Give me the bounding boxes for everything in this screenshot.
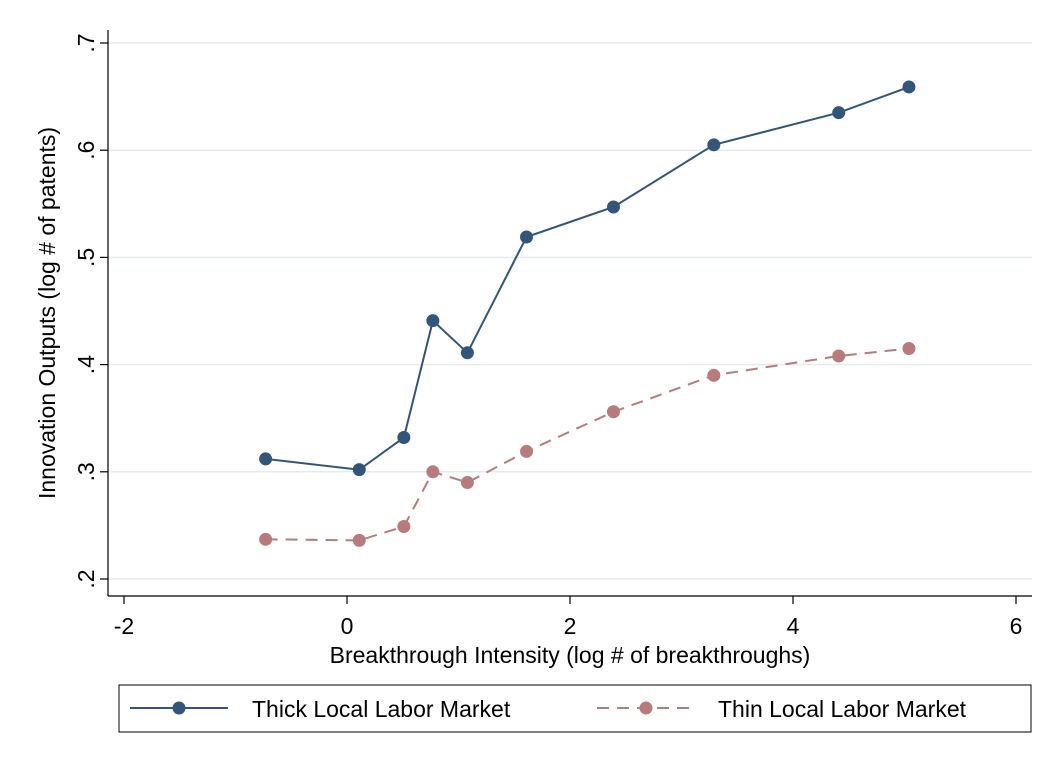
series-line-thick	[265, 86, 910, 471]
data-point-thin	[707, 368, 721, 382]
data-point-thick	[460, 346, 474, 360]
data-point-thin	[606, 405, 620, 419]
data-point-thick	[397, 430, 411, 444]
data-point-thin	[520, 444, 534, 458]
y-tick-label: .6	[73, 141, 99, 160]
x-tick-label: 2	[564, 613, 577, 639]
legend-thick-marker	[172, 701, 186, 715]
legend: Thick Local Labor Market Thin Local Labo…	[118, 684, 1032, 733]
data-point-thick	[259, 452, 273, 466]
data-point-thin	[397, 519, 411, 533]
legend-box	[118, 684, 1032, 733]
data-point-thin	[902, 342, 916, 356]
y-tick-label: .4	[73, 355, 99, 374]
data-point-thick	[606, 200, 620, 214]
data-point-thin	[426, 465, 440, 479]
y-tick-label: .2	[73, 569, 99, 588]
y-tick-label: .7	[73, 33, 99, 52]
y-axis-label: Innovation Outputs (log # of patents)	[34, 127, 60, 499]
y-ticks: .2 .3 .4 .5 .6 .7	[73, 33, 108, 589]
data-point-thin	[460, 476, 474, 490]
data-point-thick	[707, 138, 721, 152]
data-point-thick	[520, 230, 534, 244]
x-tick-label: 6	[1010, 613, 1023, 639]
data-point-thick	[352, 463, 366, 477]
x-ticks: -2 0 2 4 6	[114, 596, 1023, 639]
legend-thin-label: Thin Local Labor Market	[718, 696, 967, 722]
x-tick-label: -2	[114, 613, 134, 639]
data-point-thick	[832, 106, 846, 120]
x-tick-label: 4	[787, 613, 800, 639]
x-axis-label: Breakthrough Intensity (log # of breakth…	[330, 642, 811, 668]
data-point-thick	[902, 80, 916, 94]
y-tick-label: .5	[73, 248, 99, 267]
series-line-thin	[265, 347, 910, 542]
series	[259, 80, 916, 547]
gridlines	[108, 42, 1032, 580]
x-tick-label: 0	[341, 613, 354, 639]
data-point-thin	[352, 533, 366, 547]
data-point-thick	[426, 314, 440, 328]
legend-thick-label: Thick Local Labor Market	[252, 696, 511, 722]
legend-thin-marker	[639, 701, 653, 715]
data-point-thin	[259, 532, 273, 546]
y-tick-label: .3	[73, 462, 99, 481]
data-point-thin	[832, 349, 846, 363]
